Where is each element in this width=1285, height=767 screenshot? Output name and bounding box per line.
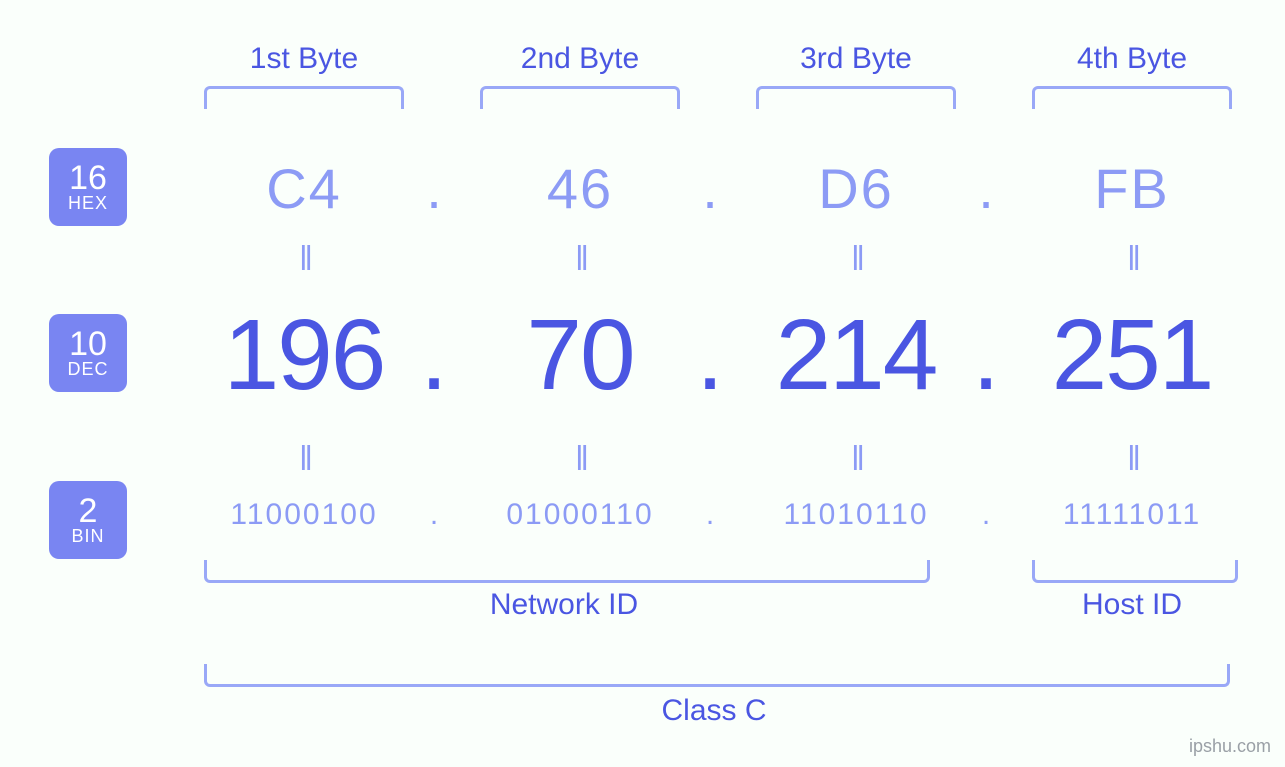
row-badge-hex: 16 HEX <box>49 148 127 226</box>
byte-column-4: 4th Byte FB ǁ 251 ǁ 11111011 <box>1022 0 1242 767</box>
dec-value-3: 214 <box>746 298 966 413</box>
equals-icon: ǁ <box>194 440 414 479</box>
diagram-stage: 16 HEX 10 DEC 2 BIN 1st Byte C4 ǁ 196 ǁ … <box>0 0 1285 767</box>
watermark: ipshu.com <box>1189 736 1271 757</box>
bracket-top-1 <box>204 86 404 109</box>
equals-icon: ǁ <box>194 240 414 279</box>
byte-column-1: 1st Byte C4 ǁ 196 ǁ 11000100 <box>194 0 414 767</box>
row-badge-dec-base: 10 <box>69 327 107 363</box>
dot-separator: . <box>966 156 1006 221</box>
byte-label-4: 4th Byte <box>1022 42 1242 76</box>
row-badge-dec: 10 DEC <box>49 314 127 392</box>
dot-separator: . <box>414 498 454 532</box>
equals-icon: ǁ <box>746 440 966 479</box>
dot-separator: . <box>690 498 730 532</box>
bracket-class <box>204 664 1230 687</box>
dec-value-2: 70 <box>470 298 690 413</box>
bin-value-3: 11010110 <box>746 498 966 532</box>
dot-separator: . <box>414 156 454 221</box>
dec-value-1: 196 <box>194 298 414 413</box>
bracket-top-4 <box>1032 86 1232 109</box>
dot-separator: . <box>966 498 1006 532</box>
dot-separator: . <box>690 298 730 413</box>
bracket-top-2 <box>480 86 680 109</box>
hex-value-2: 46 <box>470 156 690 221</box>
bin-value-2: 01000110 <box>470 498 690 532</box>
row-badge-bin: 2 BIN <box>49 481 127 559</box>
dot-separator: . <box>690 156 730 221</box>
equals-icon: ǁ <box>1022 440 1242 479</box>
label-network-id: Network ID <box>204 588 924 622</box>
bracket-top-3 <box>756 86 956 109</box>
bracket-network-id <box>204 560 930 583</box>
bin-value-4: 11111011 <box>1022 498 1242 532</box>
dec-value-4: 251 <box>1022 298 1242 413</box>
dot-separator: . <box>966 298 1006 413</box>
row-badge-hex-label: HEX <box>68 194 108 213</box>
byte-label-3: 3rd Byte <box>746 42 966 76</box>
byte-label-2: 2nd Byte <box>470 42 690 76</box>
bin-value-1: 11000100 <box>194 498 414 532</box>
equals-icon: ǁ <box>470 240 690 279</box>
bracket-host-id <box>1032 560 1238 583</box>
dot-separator: . <box>414 298 454 413</box>
hex-value-1: C4 <box>194 156 414 221</box>
label-host-id: Host ID <box>1022 588 1242 622</box>
row-badge-bin-label: BIN <box>71 527 104 546</box>
row-badge-hex-base: 16 <box>69 161 107 197</box>
label-class: Class C <box>204 694 1224 728</box>
equals-icon: ǁ <box>746 240 966 279</box>
byte-column-3: 3rd Byte D6 ǁ 214 ǁ 11010110 <box>746 0 966 767</box>
byte-label-1: 1st Byte <box>194 42 414 76</box>
hex-value-3: D6 <box>746 156 966 221</box>
byte-column-2: 2nd Byte 46 ǁ 70 ǁ 01000110 <box>470 0 690 767</box>
hex-value-4: FB <box>1022 156 1242 221</box>
equals-icon: ǁ <box>1022 240 1242 279</box>
row-badge-bin-base: 2 <box>79 494 98 530</box>
row-badge-dec-label: DEC <box>67 360 108 379</box>
equals-icon: ǁ <box>470 440 690 479</box>
